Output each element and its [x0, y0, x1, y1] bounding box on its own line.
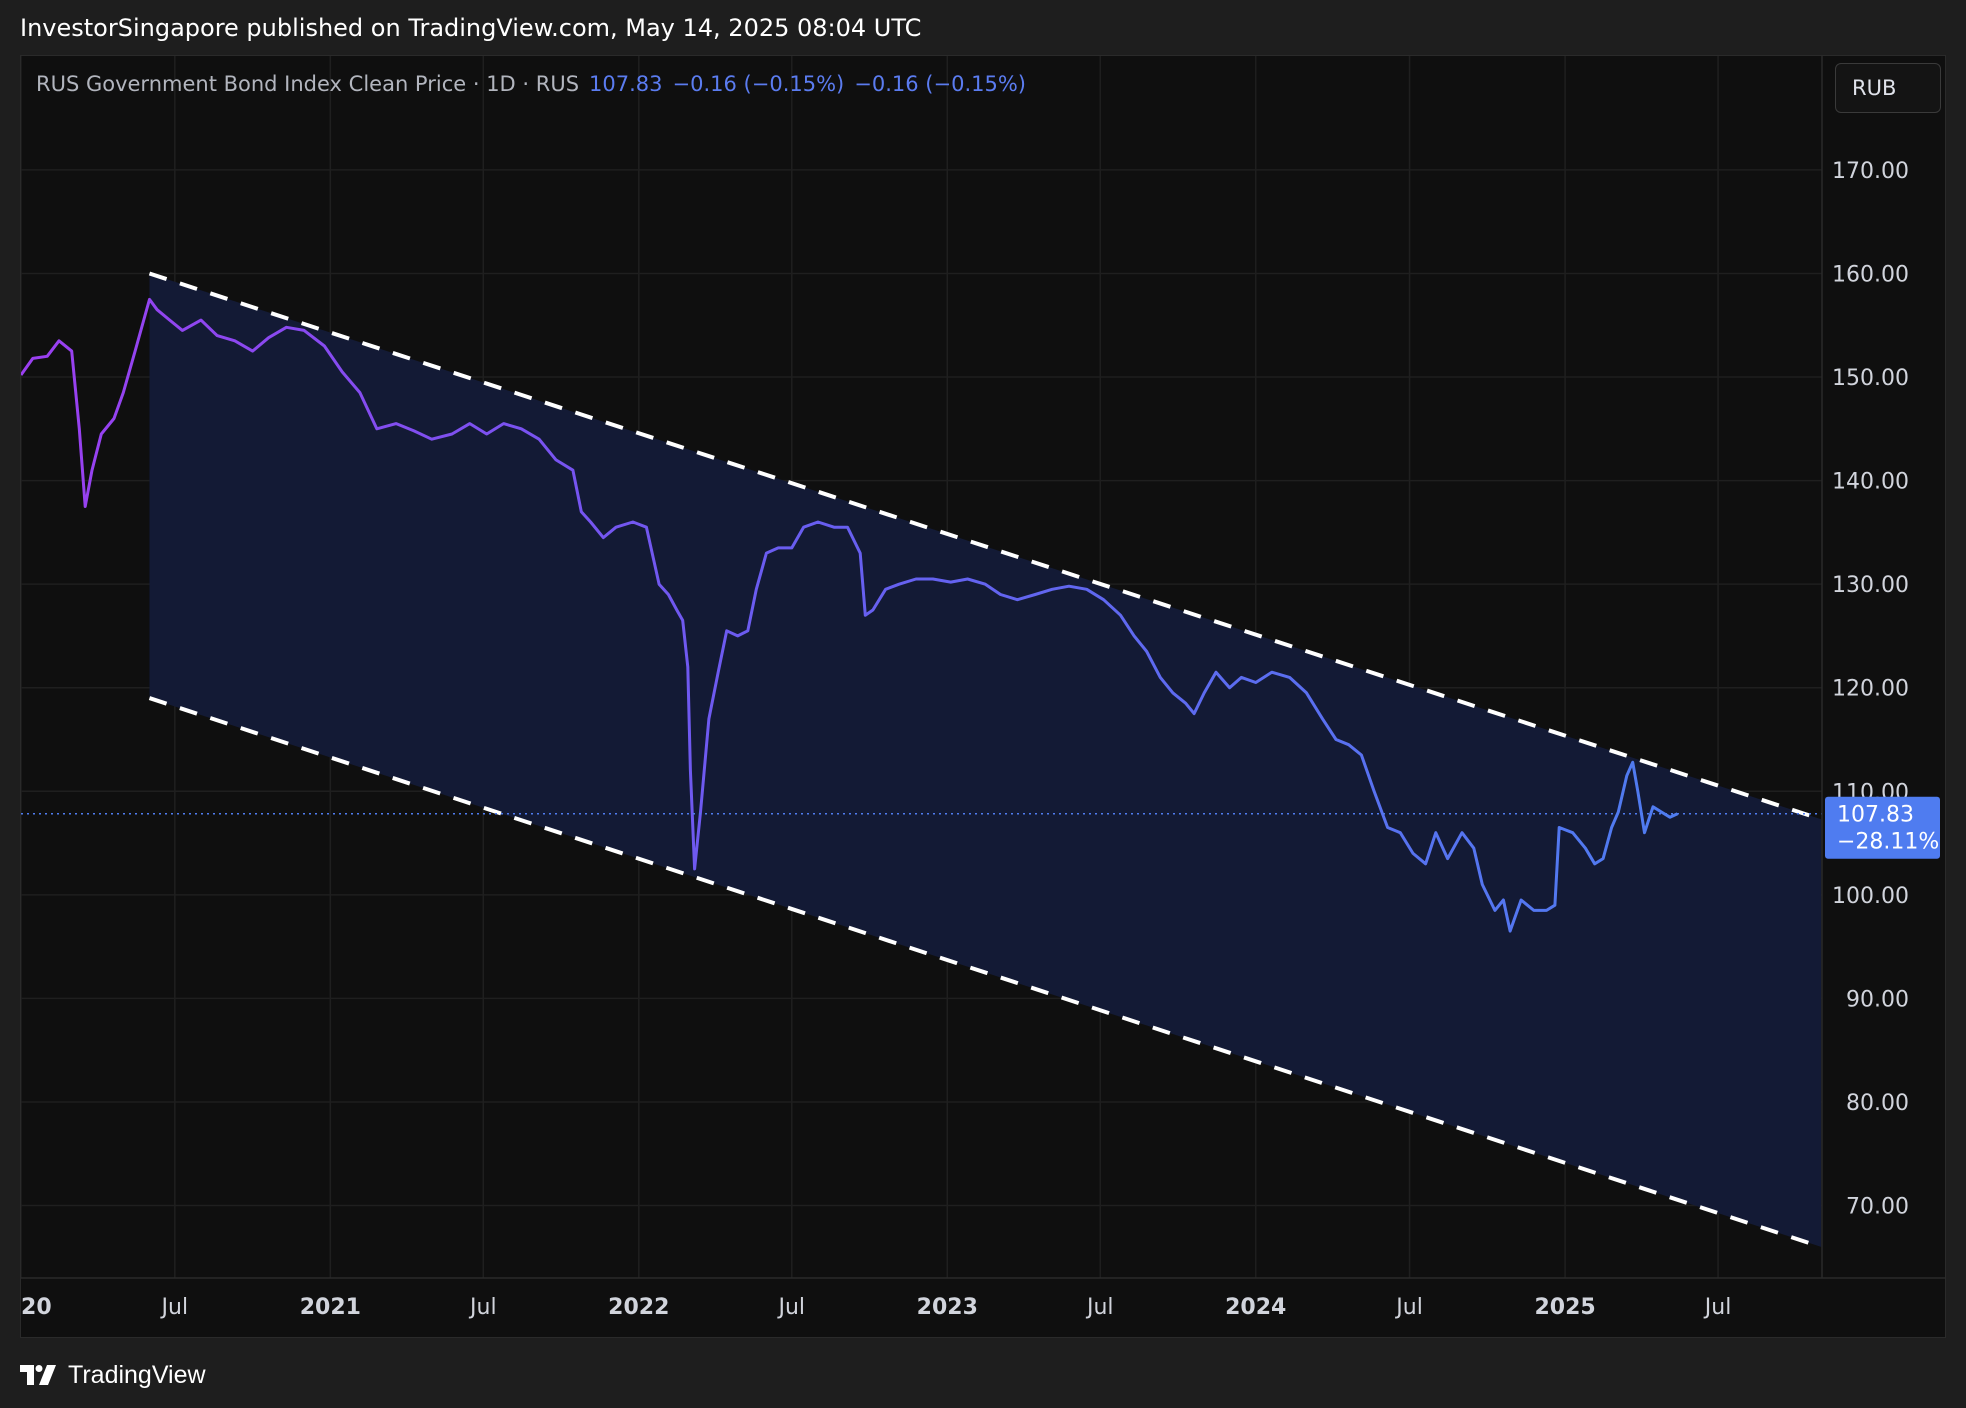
last-price-value: 107.83	[1837, 803, 1914, 828]
x-tick-label: 2022	[608, 1295, 669, 1320]
y-tick-label: 80.00	[1846, 1091, 1909, 1116]
y-tick-label: 120.00	[1832, 677, 1909, 702]
last-price-label: 107.83−28.11%	[1825, 796, 1940, 859]
y-tick-label: 90.00	[1846, 987, 1909, 1012]
x-tick-label: Jul	[1394, 1295, 1423, 1320]
legend-change-secondary: −0.16 (−0.15%)	[854, 72, 1026, 96]
y-tick-label: 160.00	[1832, 262, 1909, 287]
y-tick-label: 70.00	[1846, 1195, 1909, 1220]
x-tick-label: 2023	[917, 1295, 978, 1320]
channel-fill	[149, 273, 1822, 1247]
currency-button[interactable]: RUB	[1835, 63, 1941, 113]
chart-pane[interactable]: 170.00 160.00 150.00 140.00 130.00 120.00 110.…	[20, 55, 1946, 1338]
x-tick-label: Jul	[468, 1295, 497, 1320]
last-price-change: −28.11%	[1837, 830, 1939, 855]
x-tick-label: 2024	[1225, 1295, 1286, 1320]
channel-upper-line[interactable]	[148, 271, 1822, 822]
y-tick-label: 170.00	[1832, 159, 1909, 184]
channel-lower-line[interactable]	[148, 696, 1822, 1249]
x-tick-label: Jul	[160, 1295, 189, 1320]
y-tick-label: 100.00	[1832, 884, 1909, 909]
x-tick-label: Jul	[1703, 1295, 1732, 1320]
x-tick-label: 2020	[21, 1295, 52, 1320]
price-chart[interactable]: 170.00160.00150.00140.00130.00120.00110.…	[21, 56, 1946, 1338]
legend-change: −0.16 (−0.15%)	[672, 72, 845, 96]
tradingview-logo-text[interactable]: TradingView	[68, 1360, 206, 1389]
top-bar: InvestorSingapore published on TradingVi…	[0, 0, 1966, 56]
y-tick-label: 130.00	[1832, 573, 1909, 598]
x-tick-label: 2021	[300, 1295, 361, 1320]
y-tick-label: 140.00	[1832, 470, 1909, 495]
price-line	[21, 297, 1679, 933]
x-tick-label: 2025	[1534, 1295, 1595, 1320]
x-tick-label: Jul	[776, 1295, 805, 1320]
x-tick-label: Jul	[1085, 1295, 1114, 1320]
publisher-line: InvestorSingapore published on TradingVi…	[20, 14, 922, 42]
y-tick-label: 150.00	[1832, 366, 1909, 391]
legend-last-value: 107.83	[589, 72, 663, 96]
footer: TradingView	[20, 1355, 206, 1395]
legend-symbol-name: RUS Government Bond Index Clean Price · …	[36, 72, 580, 96]
chart-legend[interactable]: RUS Government Bond Index Clean Price · …	[36, 72, 1026, 96]
tradingview-logo-icon[interactable]	[20, 1363, 60, 1387]
